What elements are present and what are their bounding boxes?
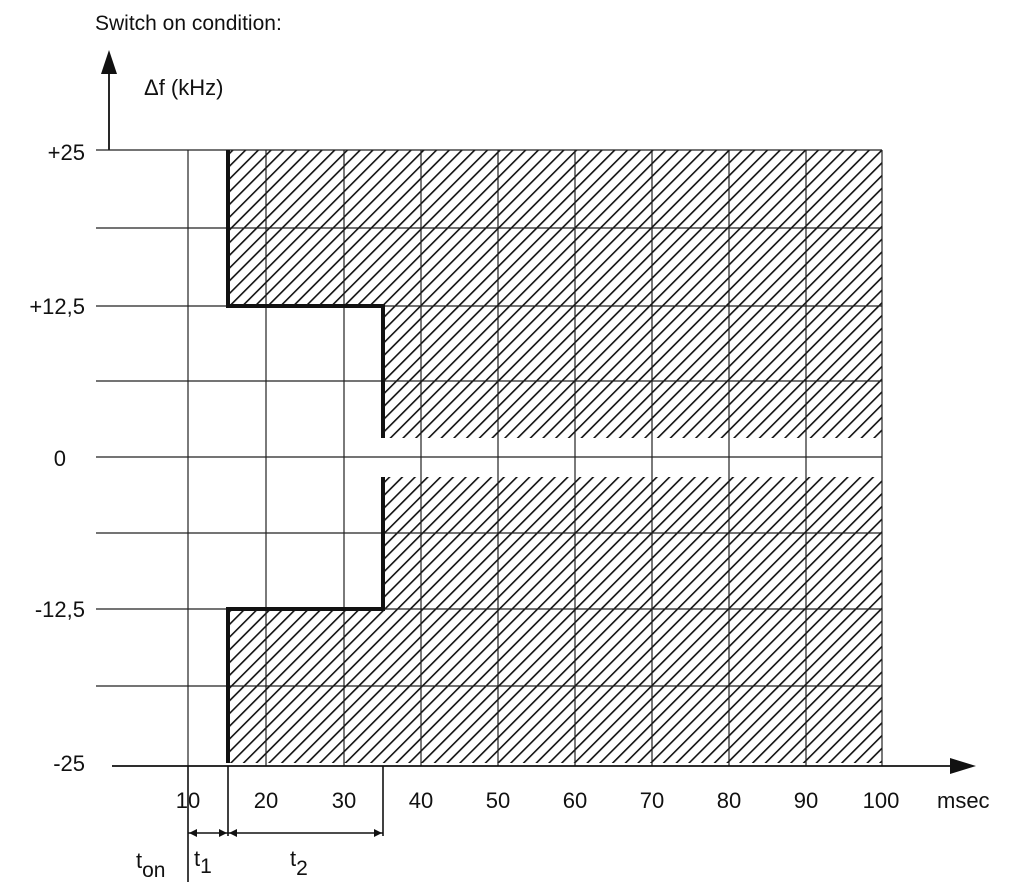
x-tick-label: 100	[863, 788, 900, 813]
lower-hatched-region	[228, 477, 882, 763]
y-tick-label: -12,5	[35, 597, 85, 622]
x-tick-label: 40	[409, 788, 433, 813]
boundary-lines	[226, 150, 385, 763]
y-axis-arrowhead	[101, 50, 117, 74]
x-tick-label: 50	[486, 788, 510, 813]
x-axis-unit: msec	[937, 788, 990, 813]
lower-boundary-line	[226, 477, 385, 763]
x-tick-labels: 10 20 30 40 50 60 70 80 90 100	[176, 788, 900, 813]
y-tick-label: +25	[48, 140, 85, 165]
x-tick-label: 60	[563, 788, 587, 813]
time-label-t2: t2	[290, 846, 308, 880]
x-tick-label: 20	[254, 788, 278, 813]
time-interval-markers	[187, 766, 384, 882]
x-tick-label: 30	[332, 788, 356, 813]
upper-hatched-region	[228, 150, 882, 438]
time-label-ton: ton	[136, 848, 165, 882]
time-label-t1: t1	[194, 846, 212, 878]
y-tick-labels: +25 +12,5 0 -12,5 -25	[29, 140, 85, 776]
upper-boundary-line	[226, 150, 385, 438]
y-tick-label: -25	[53, 751, 85, 776]
x-tick-label: 80	[717, 788, 741, 813]
y-tick-label: +12,5	[29, 294, 85, 319]
x-tick-label: 70	[640, 788, 664, 813]
x-tick-label: 90	[794, 788, 818, 813]
x-axis-arrowhead	[950, 758, 976, 774]
y-axis-label: Δf (kHz)	[144, 75, 223, 100]
diagram-title: Switch on condition:	[95, 12, 282, 35]
y-tick-label: 0	[54, 446, 66, 471]
interval-arrowheads	[189, 829, 382, 837]
